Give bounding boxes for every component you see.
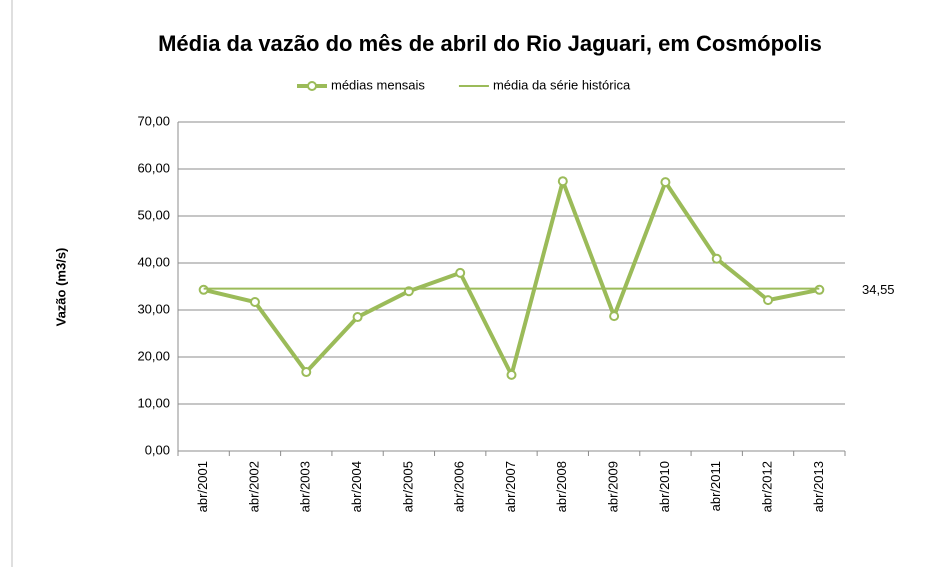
x-tick-label: abr/2003 (298, 461, 313, 512)
point-marker (455, 267, 466, 278)
y-tick-label: 70,00 (137, 113, 170, 128)
x-tick-label: abr/2004 (349, 461, 364, 512)
point-marker (660, 177, 671, 188)
point-marker (249, 297, 260, 308)
x-tick-label: abr/2001 (195, 461, 210, 512)
point-marker (301, 367, 312, 378)
legend-marker (307, 81, 317, 91)
x-tick-label: abr/2012 (759, 461, 774, 512)
point-marker (763, 295, 774, 306)
y-tick-label: 20,00 (137, 348, 170, 363)
x-tick-label: abr/2007 (503, 461, 518, 512)
point-marker (198, 284, 209, 295)
x-tick-label: abr/2009 (606, 461, 621, 512)
y-tick-label: 30,00 (137, 301, 170, 316)
point-marker (609, 311, 620, 322)
y-axis-label: Vazão (m3/s) (53, 248, 68, 327)
y-tick-label: 0,00 (145, 442, 170, 457)
point-marker (557, 176, 568, 187)
x-tick-label: abr/2008 (554, 461, 569, 512)
chart-title: Média da vazão do mês de abril do Rio Ja… (158, 31, 822, 56)
point-marker (506, 369, 517, 380)
x-tick-label: abr/2002 (246, 461, 261, 512)
y-tick-label: 40,00 (137, 254, 170, 269)
point-marker (814, 284, 825, 295)
x-tick-label: abr/2010 (657, 461, 672, 512)
legend-label: média da série histórica (493, 77, 631, 92)
y-tick-label: 60,00 (137, 160, 170, 175)
y-tick-label: 10,00 (137, 395, 170, 410)
x-tick-label: abr/2005 (400, 461, 415, 512)
point-marker (711, 253, 722, 264)
point-marker (352, 312, 363, 323)
value-label: 34,55 (862, 282, 895, 297)
y-tick-label: 50,00 (137, 207, 170, 222)
chart-frame (11, 0, 937, 567)
x-tick-label: abr/2013 (811, 461, 826, 512)
x-tick-label: abr/2006 (452, 461, 467, 512)
legend-label: médias mensais (331, 77, 425, 92)
x-tick-label: abr/2011 (708, 461, 723, 511)
